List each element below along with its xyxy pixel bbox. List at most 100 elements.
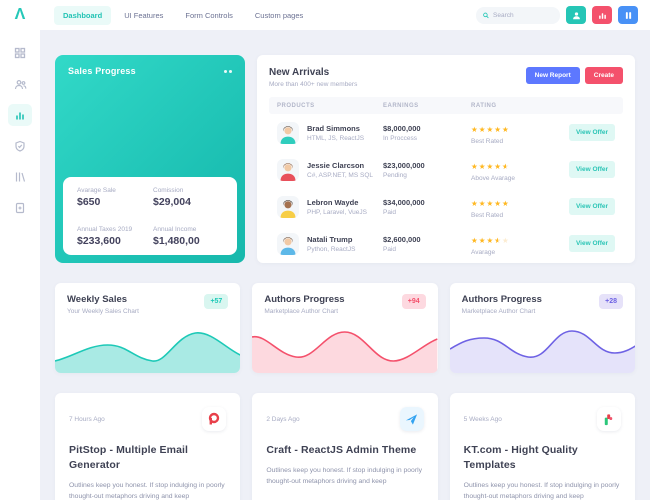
news-card[interactable]: 7 Hours Ago PitStop - Multiple Email Gen… — [55, 393, 241, 500]
star-rating: ★★★★★ — [471, 199, 509, 208]
news-card[interactable]: 5 Weeks Ago KT.com - Hight Quality Templ… — [449, 393, 635, 500]
search-input[interactable] — [493, 11, 553, 19]
member-skills: Python, ReactJS — [307, 245, 356, 253]
sidebar — [0, 30, 40, 500]
member-skills: PHP, Laravel, VueJS — [307, 208, 367, 216]
avatar — [277, 195, 299, 218]
spark-area-chart — [55, 332, 241, 373]
view-offer-button[interactable]: View Offer — [568, 124, 615, 141]
rating-label: Best Rated — [471, 212, 504, 219]
grid-icon — [14, 47, 26, 59]
stat-annual-income: Annual Income $1,480,00 — [153, 225, 200, 247]
spark-area-chart — [449, 330, 635, 373]
new-report-button[interactable]: New Report — [525, 67, 580, 84]
kt-logo-icon-tile — [596, 407, 621, 431]
news-title: Craft - ReactJS Admin Theme — [266, 444, 417, 456]
rating-label: Avarage — [471, 249, 496, 256]
earnings-status: Paid — [383, 208, 397, 216]
delta-badge: +94 — [401, 294, 426, 309]
new-arrivals-subtitle: More than 400+ new members — [269, 81, 358, 88]
user-button[interactable] — [566, 6, 586, 24]
more-menu-icon[interactable] — [224, 69, 232, 73]
sidebar-item-new-file[interactable] — [8, 197, 32, 219]
nav-item-dashboard[interactable]: Dashboard — [54, 5, 112, 25]
earnings-value: $34,000,000 — [383, 197, 425, 207]
member-name: Jessie Clarcson — [307, 160, 365, 170]
spark-card-title: Authors Progress — [461, 294, 542, 305]
table-row: Brad Simmons HTML, JS, ReactJS $8,000,00… — [269, 114, 623, 151]
new-arrivals-title: New Arrivals — [269, 67, 330, 78]
spark-card: Weekly Sales Your Weekly Sales Chart +57 — [55, 283, 241, 373]
search-container — [476, 6, 560, 24]
rating-label: Best Rated — [471, 138, 504, 145]
sales-progress-card: Sales Progress Avarage Sale $650 Comissi… — [55, 55, 245, 263]
news-timestamp: 5 Weeks Ago — [463, 415, 502, 423]
top-navbar: Λ Dashboard UI Features Form Controls Cu… — [0, 0, 650, 30]
logo-mark: Λ — [14, 6, 26, 23]
main-nav: Dashboard UI Features Form Controls Cust… — [54, 5, 312, 25]
nav-item-ui-features[interactable]: UI Features — [124, 10, 164, 20]
nav-item-custom-pages[interactable]: Custom pages — [254, 10, 304, 20]
delta-badge: +28 — [599, 294, 623, 309]
news-body: Outlines keep you honest. If stop indulg… — [266, 467, 422, 486]
earnings-status: In Proccess — [383, 134, 417, 142]
news-body: Outlines keep you honest. If stop indulg… — [463, 482, 620, 500]
spark-card: Authors Progress Marketplace Author Char… — [252, 283, 438, 373]
avatar — [277, 121, 299, 144]
sidebar-item-security[interactable] — [8, 135, 32, 157]
app-logo[interactable]: Λ — [0, 7, 40, 23]
news-title: PitStop - Multiple Email Generator — [69, 444, 189, 472]
pitstop-logo-icon-tile — [202, 407, 227, 431]
layout-button[interactable] — [618, 6, 638, 24]
table-row: Lebron Wayde PHP, Laravel, VueJS $34,000… — [269, 188, 623, 225]
member-skills: HTML, JS, ReactJS — [307, 134, 365, 142]
file-plus-icon — [15, 202, 25, 214]
earnings-status: Pending — [383, 171, 407, 179]
create-button[interactable]: Create — [584, 67, 623, 84]
stat-annual-taxes: Annual Taxes 2019 $233,600 — [77, 225, 133, 247]
spark-card-subtitle: Marketplace Author Chart — [461, 308, 536, 315]
columns-icon — [625, 11, 631, 19]
news-title: KT.com - Hight Quality Templates — [463, 444, 578, 472]
sidebar-item-dashboard[interactable] — [8, 42, 32, 64]
avatar — [277, 158, 299, 181]
star-rating: ★★★★★ — [471, 157, 559, 173]
member-name: Lebron Wayde — [307, 197, 359, 207]
view-offer-button[interactable]: View Offer — [568, 235, 615, 252]
spark-card-title: Weekly Sales — [67, 294, 128, 305]
table-body: Brad Simmons HTML, JS, ReactJS $8,000,00… — [269, 114, 623, 262]
news-timestamp: 7 Hours Ago — [69, 415, 105, 423]
paper-plane-icon-tile — [399, 407, 424, 431]
earnings-value: $2,600,000 — [383, 234, 421, 244]
sales-progress-title: Sales Progress — [68, 66, 136, 76]
paper-plane-icon — [406, 413, 418, 425]
earnings-status: Paid — [383, 245, 397, 253]
nav-item-form-controls[interactable]: Form Controls — [185, 10, 233, 20]
user-icon — [572, 11, 580, 19]
table-row: Natali Trump Python, ReactJS $2,600,000 … — [269, 225, 623, 262]
table-row: Jessie Clarcson C#, ASP.NET, MS SQL $23,… — [269, 151, 623, 188]
star-rating: ★★★★★ — [471, 125, 509, 134]
news-body: Outlines keep you honest. If stop indulg… — [69, 482, 225, 500]
sidebar-item-users[interactable] — [8, 73, 32, 95]
sidebar-item-library[interactable] — [8, 166, 32, 188]
main-content: Sales Progress Avarage Sale $650 Comissi… — [40, 30, 650, 500]
earnings-value: $23,000,000 — [383, 160, 425, 170]
spark-card-title: Authors Progress — [264, 294, 345, 305]
rating-label: Above Avarage — [471, 175, 515, 182]
news-card[interactable]: 2 Days Ago Craft - ReactJS Admin Theme O… — [252, 393, 438, 500]
spark-card: Authors Progress Marketplace Author Char… — [449, 283, 635, 373]
view-offer-button[interactable]: View Offer — [568, 198, 615, 215]
users-icon — [14, 79, 26, 89]
stat-average-sale: Avarage Sale $650 — [77, 187, 116, 208]
star-rating: ★★★★★ — [471, 231, 559, 247]
new-arrivals-card: New Arrivals More than 400+ new members … — [257, 55, 635, 263]
member-name: Natali Trump — [307, 234, 353, 244]
search-icon — [483, 12, 489, 18]
stats-button[interactable] — [592, 6, 612, 24]
column-earnings: EARNINGS — [383, 102, 419, 109]
sidebar-item-analytics[interactable] — [8, 104, 32, 126]
spark-card-subtitle: Your Weekly Sales Chart — [67, 308, 139, 315]
view-offer-button[interactable]: View Offer — [568, 161, 615, 178]
spark-card-subtitle: Marketplace Author Chart — [264, 308, 339, 315]
